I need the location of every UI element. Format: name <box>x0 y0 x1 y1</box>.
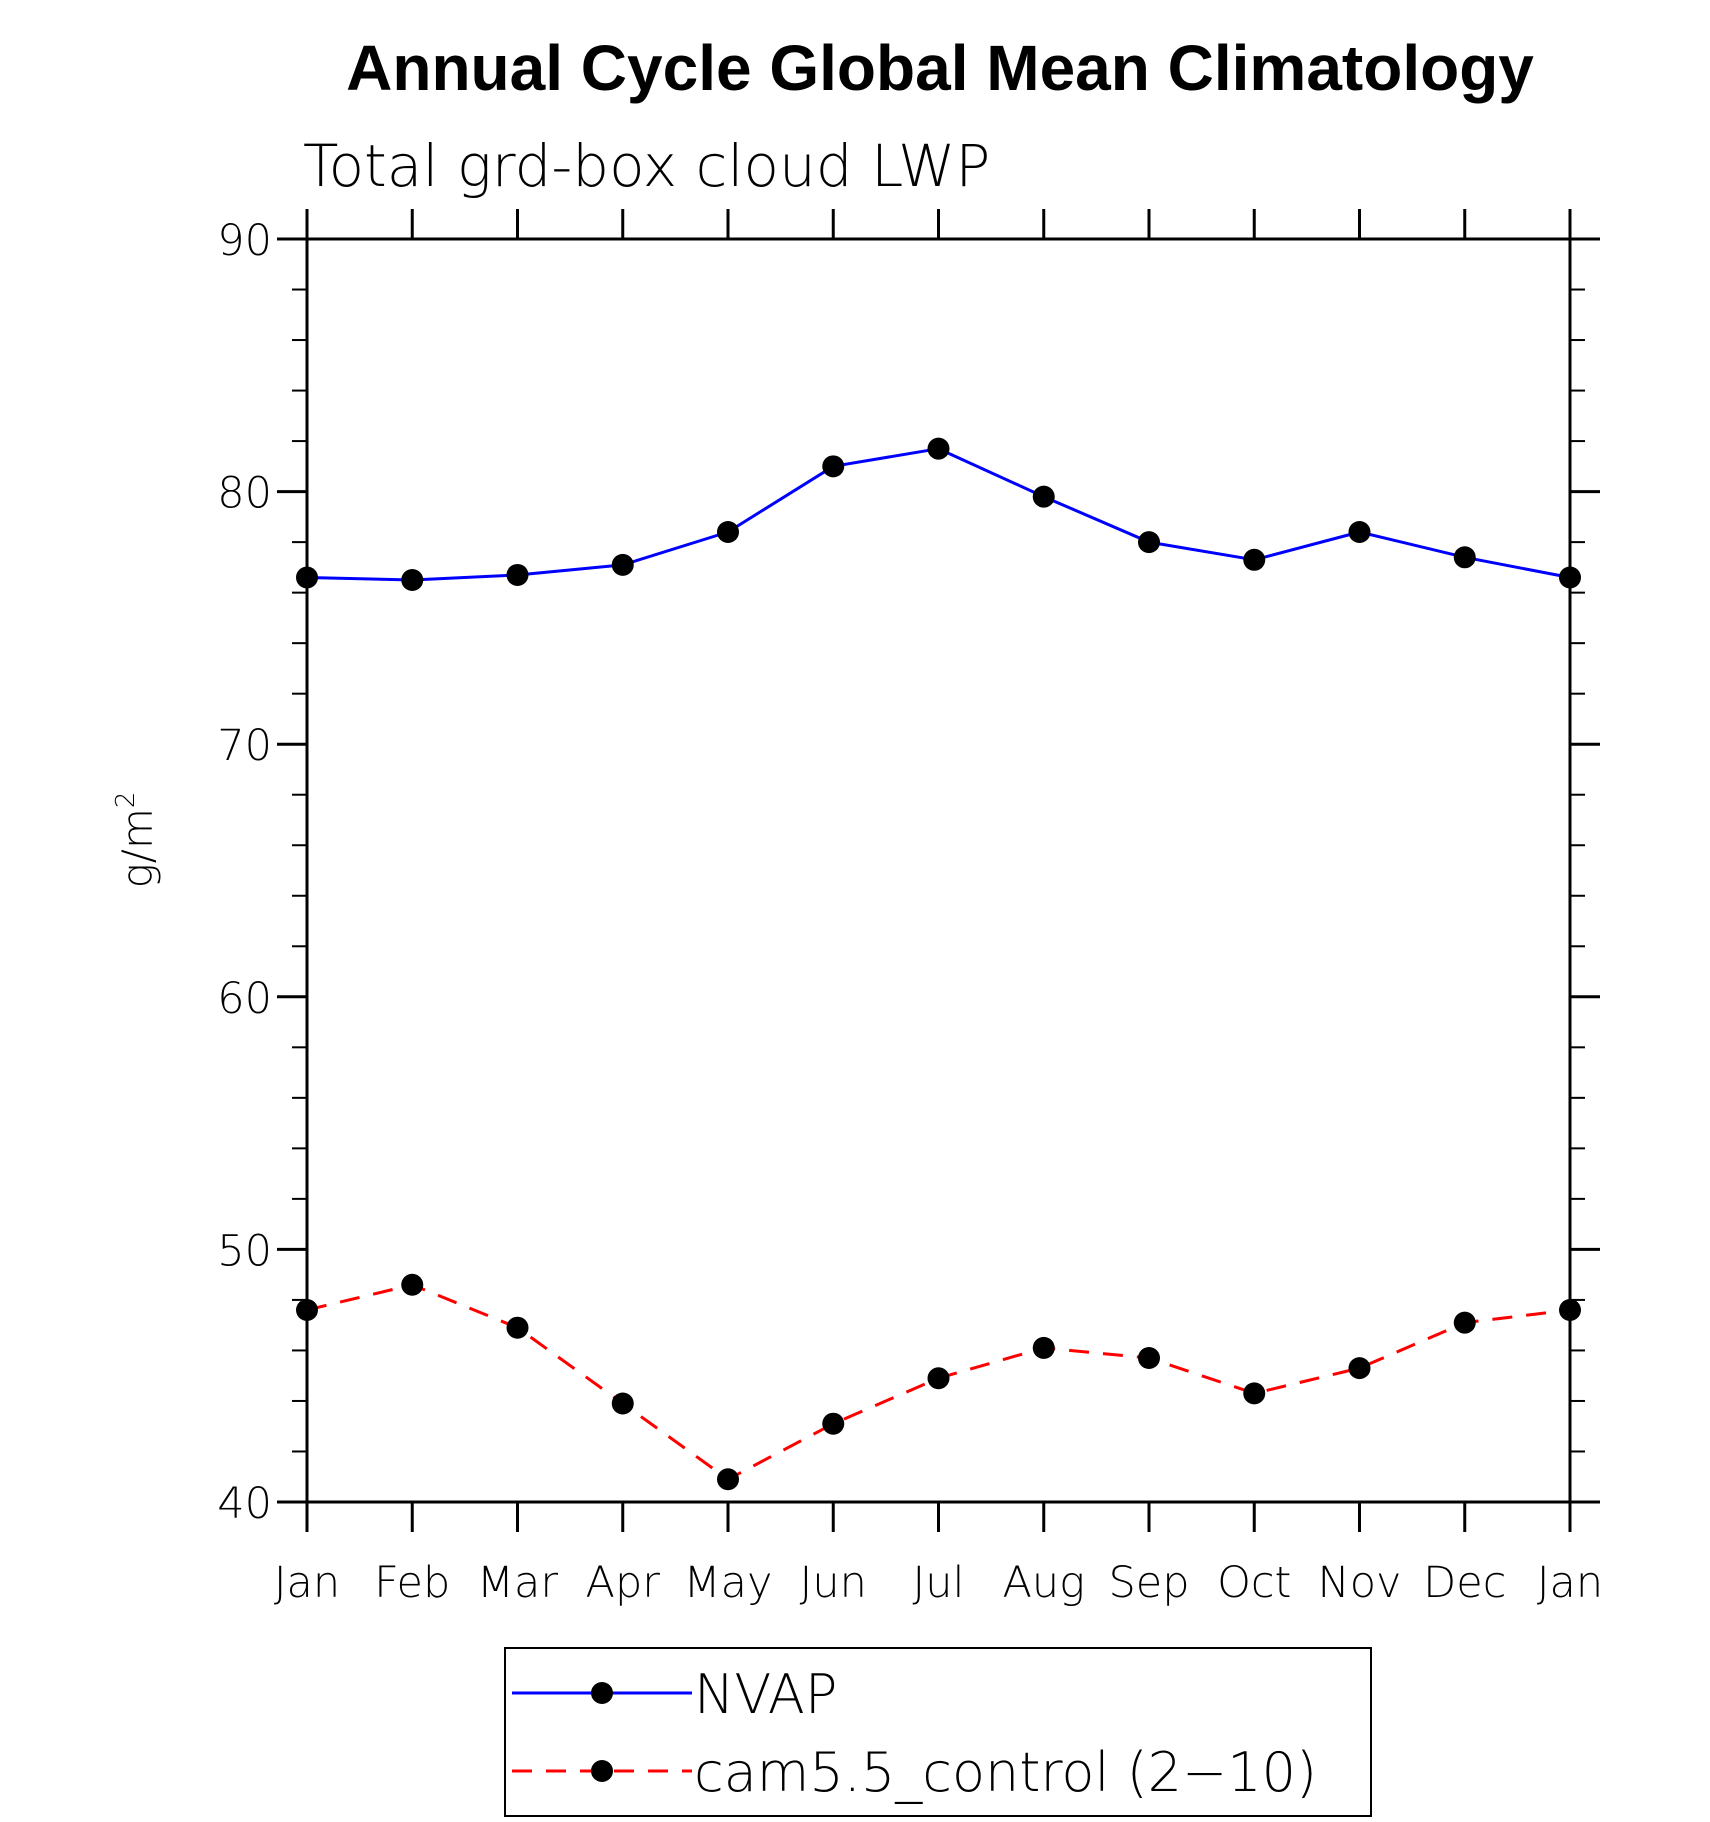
data-point-nvap <box>1138 531 1160 554</box>
y-tick-labels: 40 50 60 70 80 90 <box>217 216 272 1529</box>
data-point-cam <box>611 1392 634 1415</box>
y-axis-label-text: g/m <box>113 808 162 888</box>
svg-text:g/m2: g/m2 <box>111 792 162 889</box>
x-tick-label: May <box>684 1558 773 1608</box>
y-tick-label: 80 <box>217 469 272 519</box>
x-tick-label: Jul <box>913 1558 965 1608</box>
y-tick-label: 90 <box>217 216 272 266</box>
x-tick-label: Apr <box>586 1558 661 1608</box>
x-tick-label: Sep <box>1108 1558 1189 1608</box>
data-point-cam <box>1243 1382 1266 1405</box>
legend-marker-nvap <box>591 1682 613 1704</box>
chart-subtitle: Total grd-box cloud LWP <box>303 132 990 200</box>
data-point-nvap <box>1348 521 1371 544</box>
y-tick-label: 50 <box>217 1226 272 1276</box>
y-axis-label: g/m2 <box>111 792 162 889</box>
plot-frame <box>305 237 1572 1504</box>
data-point-cam <box>401 1273 424 1296</box>
x-tick-label: Jan <box>274 1558 340 1608</box>
series-layer <box>296 437 1581 1491</box>
chart-title: Annual Cycle Global Mean Climatology <box>346 32 1534 104</box>
data-point-nvap <box>401 569 424 592</box>
y-tick-label: 40 <box>217 1479 272 1529</box>
data-point-cam <box>1032 1336 1055 1359</box>
legend: NVAP cam5.5_control (2−10) <box>504 1647 1372 1817</box>
axis-ticks <box>277 209 1600 1532</box>
y-axis-label-superscript: 2 <box>111 792 141 809</box>
x-tick-label: Nov <box>1318 1558 1402 1608</box>
x-tick-label: Jan <box>1537 1558 1603 1608</box>
x-tick-label: Aug <box>1003 1558 1085 1608</box>
data-point-cam <box>927 1367 950 1390</box>
legend-box <box>504 1647 1372 1817</box>
series-line-nvap <box>306 447 1571 582</box>
legend-label-nvap: NVAP <box>694 1663 837 1726</box>
legend-marker-cam <box>591 1760 613 1782</box>
data-point-cam <box>717 1468 739 1491</box>
data-point-cam <box>822 1412 845 1435</box>
legend-label-cam: cam5.5_control (2−10) <box>694 1741 1317 1804</box>
data-point-cam <box>506 1316 529 1339</box>
x-tick-label: Feb <box>374 1558 450 1608</box>
x-tick-label: Jun <box>800 1558 867 1608</box>
x-tick-labels: Jan Feb Mar Apr May Jun Jul Aug Sep Oct Nov Dec Jan <box>274 1558 1603 1608</box>
x-tick-label: Dec <box>1423 1558 1506 1608</box>
data-point-cam <box>1138 1347 1160 1370</box>
data-point-nvap <box>611 553 634 576</box>
y-tick-label: 70 <box>217 721 272 771</box>
data-point-nvap <box>1453 546 1476 569</box>
x-tick-label: Mar <box>477 1558 558 1608</box>
data-point-nvap <box>717 521 739 544</box>
data-point-nvap <box>822 455 845 478</box>
data-point-cam <box>1348 1357 1371 1380</box>
data-point-cam <box>1453 1311 1476 1334</box>
data-point-nvap <box>506 563 529 586</box>
data-point-nvap <box>1032 485 1055 508</box>
x-tick-label: Oct <box>1217 1558 1291 1608</box>
data-point-nvap <box>1243 548 1266 571</box>
y-tick-label: 60 <box>217 974 272 1024</box>
data-point-nvap <box>927 437 950 460</box>
